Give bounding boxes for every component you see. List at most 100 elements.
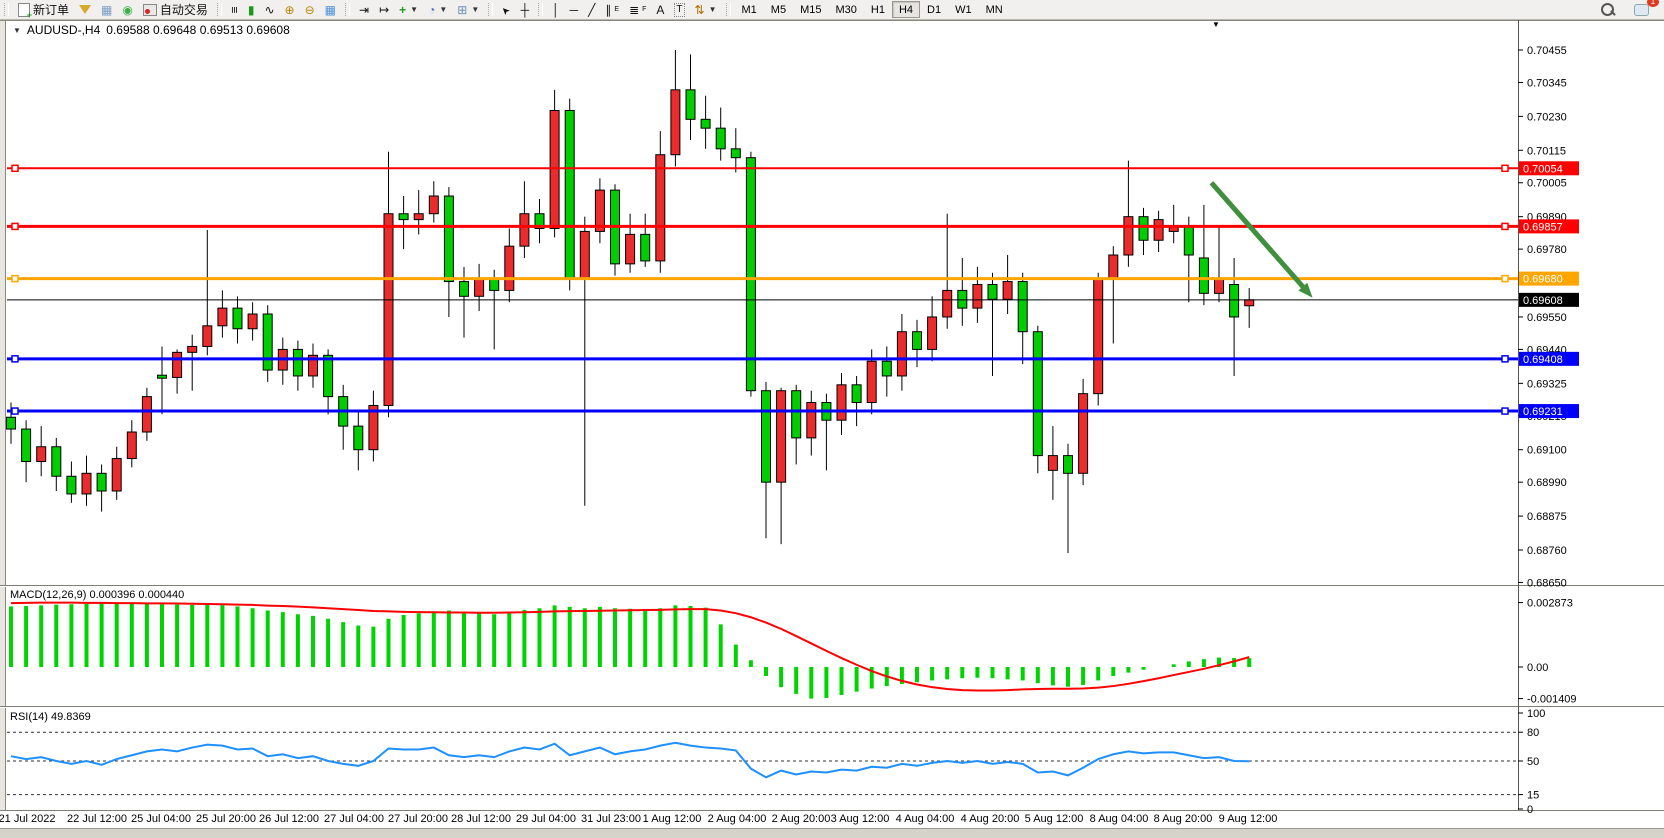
period-button[interactable]: ◔ ▼ — [423, 0, 452, 19]
hline-handle[interactable] — [1501, 222, 1509, 231]
window-left-edge — [0, 20, 5, 810]
printer-button[interactable]: ▦ — [96, 0, 117, 19]
signal-button[interactable]: ◉ — [117, 0, 137, 19]
candle-body — [519, 213, 530, 247]
toolbar-grip[interactable] — [725, 3, 731, 16]
macd-tick-label: 0.00 — [1527, 662, 1548, 674]
timeframe-d1-button[interactable]: D1 — [927, 3, 942, 16]
hline-handle[interactable] — [11, 355, 19, 363]
hline-handle[interactable] — [1501, 164, 1509, 173]
time-axis-label: 8 Aug 20:00 — [1154, 813, 1213, 825]
price-tag — [1519, 219, 1579, 234]
candle-body — [187, 345, 198, 353]
macd-tick-label: -0.001409 — [1527, 694, 1577, 706]
timeframe-mn-button[interactable]: MN — [985, 3, 1003, 16]
chat-button[interactable]: 1 — [1629, 0, 1659, 19]
candle-body — [670, 89, 681, 156]
hline-handle[interactable] — [1501, 274, 1509, 283]
price-tag-label: 0.69608 — [1523, 295, 1563, 307]
indicators-button[interactable]: + ▼ — [394, 0, 423, 19]
text-tool-button[interactable]: A — [651, 0, 669, 19]
funnel-button[interactable] — [74, 0, 96, 19]
line-chart-button[interactable]: ∿ — [259, 0, 279, 19]
fib-sub-label: F — [642, 6, 647, 13]
toolbar-grip[interactable] — [538, 3, 544, 16]
auto-scroll-button[interactable]: ↦ — [374, 0, 394, 19]
autotrading-button[interactable]: 自动交易 — [138, 0, 213, 19]
hline-handle[interactable] — [1501, 355, 1509, 363]
bar-chart-button[interactable]: ≡ — [226, 0, 243, 19]
timeframe-w1-button[interactable]: W1 — [955, 3, 972, 16]
toolbar-grip[interactable] — [345, 3, 351, 16]
trend-arrow-line[interactable] — [1209, 181, 1310, 294]
hline-handle[interactable] — [11, 407, 19, 415]
vertical-line-button[interactable]: │ — [547, 0, 565, 19]
time-axis-label: 9 Aug 12:00 — [1219, 813, 1278, 825]
timeframe-m15-button[interactable]: M15 — [800, 3, 822, 16]
new-order-button[interactable]: 新订单 — [13, 0, 74, 20]
search-button[interactable] — [1596, 0, 1619, 19]
auto-scroll-icon: ↦ — [379, 2, 390, 17]
toolbar-grip[interactable] — [488, 3, 494, 16]
arrows-tool-button[interactable]: ⇅ ▼ — [690, 0, 722, 19]
timeframe-m1-button[interactable]: M1 — [741, 3, 757, 16]
label-tool-button[interactable]: T — [669, 0, 689, 19]
rsi-tick-label: 80 — [1527, 727, 1539, 739]
candle-body — [927, 316, 938, 350]
timeframe-m30-button[interactable]: M30 — [835, 3, 857, 16]
fibonacci-button[interactable]: ≣ F — [624, 0, 651, 19]
bottom-status-strip — [0, 829, 1664, 838]
tile-windows-icon: ▦ — [324, 2, 337, 17]
scroll-to-end-button[interactable]: ⇥ — [354, 0, 374, 19]
hline-handle[interactable] — [1501, 407, 1509, 415]
trendline-button[interactable]: ╱ — [583, 0, 600, 19]
symbol-dropdown-icon[interactable]: ▼ — [13, 25, 21, 35]
time-axis-label: 8 Aug 04:00 — [1090, 813, 1149, 825]
hline-handle[interactable] — [11, 274, 19, 283]
candle-body — [1153, 219, 1164, 241]
crosshair-button[interactable]: ┼ — [516, 0, 535, 19]
timeframe-h1-button[interactable]: H1 — [870, 3, 885, 16]
zoom-out-icon: ⊖ — [304, 2, 315, 17]
candle-body — [776, 390, 787, 483]
price-tick-label: 0.69550 — [1527, 312, 1567, 324]
chart-shift-marker[interactable]: ▼ — [1212, 20, 1220, 29]
channel-button[interactable]: ∥ E — [600, 0, 624, 19]
main-toolbar: 新订单 ▦ ◉ 自动交易 ≡ ▮ ∿ ⊕ ⊖ ▦ — [0, 0, 1664, 20]
tile-windows-button[interactable]: ▦ — [320, 0, 341, 19]
rsi-line — [10, 741, 1250, 779]
toolbar-grip[interactable] — [4, 3, 9, 16]
template-button[interactable]: ⊞ ▼ — [452, 0, 484, 19]
horizontal-line-button[interactable]: ─ — [565, 0, 584, 19]
price-tick-label: 0.70005 — [1527, 178, 1567, 190]
candle-body — [489, 278, 500, 291]
hline-handle[interactable] — [11, 222, 19, 231]
candle-body — [881, 360, 892, 377]
time-axis-label: 27 Jul 04:00 — [324, 813, 384, 825]
template-icon: ⊞ — [457, 2, 468, 17]
cursor-button[interactable]: ➤ — [497, 0, 515, 19]
candle-body — [640, 233, 651, 262]
candle-body — [1047, 455, 1058, 471]
candle-body — [534, 213, 545, 229]
zoom-in-button[interactable]: ⊕ — [280, 0, 300, 19]
zoom-out-button[interactable]: ⊖ — [300, 0, 320, 19]
chat-icon — [1634, 3, 1649, 16]
candle-body — [126, 431, 137, 460]
symbol-period-label: AUDUSD-,H4 — [26, 23, 101, 37]
timeframe-group: M1 M5 M15 M30 H1 H4 D1 W1 MN — [735, 1, 1010, 18]
fibonacci-icon: ≣ — [629, 2, 640, 17]
timeframe-m5-button[interactable]: M5 — [770, 3, 787, 16]
candle-body — [474, 278, 485, 297]
toolbar-grip[interactable] — [216, 3, 222, 16]
candle-body — [459, 281, 469, 297]
hline-handle[interactable] — [11, 164, 19, 173]
arrows-tool-icon: ⇅ — [694, 2, 705, 17]
trend-arrow-head[interactable] — [1298, 282, 1313, 298]
timeframe-h4-button[interactable]: H4 — [891, 1, 921, 18]
price-tag-label: 0.69408 — [1523, 354, 1563, 366]
candlestick-button[interactable]: ▮ — [243, 0, 260, 19]
candle-body — [1078, 393, 1089, 474]
